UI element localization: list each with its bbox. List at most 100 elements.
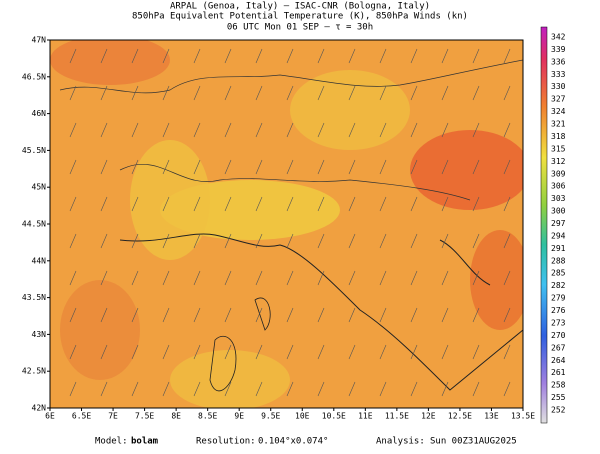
wind-barb <box>224 307 232 323</box>
lon-label: 7E <box>108 412 118 421</box>
lat-label: 42N <box>32 404 47 413</box>
wind-barb <box>131 48 139 64</box>
colorbar-label: 264 <box>551 356 566 365</box>
colorbar-label: 309 <box>551 169 566 178</box>
wind-barb <box>131 233 139 249</box>
wind-barb <box>255 159 263 175</box>
colorbar-label: 294 <box>551 231 566 240</box>
wind-barb <box>379 85 387 101</box>
colorbar-label: 279 <box>551 294 566 303</box>
wind-barb <box>379 381 387 397</box>
lon-label: 10E <box>295 412 310 421</box>
wind-barb <box>255 381 263 397</box>
wind-barb <box>348 270 356 286</box>
wind-barb <box>286 122 294 138</box>
lon-label: 9E <box>234 412 244 421</box>
wind-barb <box>410 85 418 101</box>
wind-barb <box>224 159 232 175</box>
wind-barb <box>100 381 108 397</box>
wind-barb <box>317 270 325 286</box>
lat-label: 47N <box>32 36 47 45</box>
wind-barb <box>193 344 201 360</box>
wind-barb <box>410 381 418 397</box>
wind-barb <box>410 344 418 360</box>
lat-label: 43.5N <box>22 293 46 302</box>
colorbar-label: 282 <box>551 281 566 290</box>
wind-barb <box>317 196 325 212</box>
wind-barb <box>224 270 232 286</box>
wind-barb <box>286 233 294 249</box>
wind-barb <box>317 344 325 360</box>
colorbar-label: 276 <box>551 306 566 315</box>
wind-barb <box>286 48 294 64</box>
wind-barb <box>472 344 480 360</box>
wind-barb <box>255 270 263 286</box>
wind-barb <box>193 233 201 249</box>
wind-barb <box>286 85 294 101</box>
wind-barb <box>255 196 263 212</box>
wind-barb <box>100 233 108 249</box>
lon-label: 12.5E <box>448 412 472 421</box>
wind-barb <box>348 159 356 175</box>
lon-label: 13E <box>484 412 499 421</box>
wind-barb <box>441 159 449 175</box>
wind-barb <box>162 122 170 138</box>
colorbar-label: 273 <box>551 318 566 327</box>
header-line: ARPAL (Genoa, Italy) – ISAC-CNR (Bologna… <box>170 2 430 12</box>
wind-barb <box>410 233 418 249</box>
wind-barb <box>503 48 511 64</box>
wind-barb <box>472 381 480 397</box>
wind-barb <box>441 85 449 101</box>
wind-barb <box>69 381 77 397</box>
footer-text: Model: <box>95 437 128 447</box>
wind-barb <box>100 344 108 360</box>
wind-barb <box>503 196 511 212</box>
wind-barb <box>348 196 356 212</box>
lon-label: 11E <box>358 412 373 421</box>
wind-barb <box>162 307 170 323</box>
wind-barb <box>193 270 201 286</box>
wind-barb <box>317 122 325 138</box>
wind-barb <box>255 85 263 101</box>
colorbar-label: 252 <box>551 406 566 415</box>
wind-barb <box>441 48 449 64</box>
colorbar-label: 321 <box>551 120 566 129</box>
wind-barb <box>69 159 77 175</box>
wind-barb <box>131 344 139 360</box>
wind-barb <box>193 307 201 323</box>
wind-barb <box>379 196 387 212</box>
wind-barb <box>286 344 294 360</box>
wind-barb <box>410 122 418 138</box>
wind-barb <box>503 381 511 397</box>
wind-barb <box>441 307 449 323</box>
footer: Model: bolam Resolution: 0.104°x0.074° A… <box>95 437 517 447</box>
wind-barb <box>286 159 294 175</box>
wind-barb <box>286 307 294 323</box>
colorbar-label: 330 <box>551 82 566 91</box>
colorbar-label: 258 <box>551 381 566 390</box>
wind-barb <box>255 233 263 249</box>
wind-barb <box>503 344 511 360</box>
wind-barb <box>162 233 170 249</box>
wind-barb <box>472 122 480 138</box>
colorbar-label: 324 <box>551 107 566 116</box>
colorbar-label: 288 <box>551 256 566 265</box>
colorbar-label: 270 <box>551 331 566 340</box>
wind-barb <box>472 270 480 286</box>
wind-barb <box>379 122 387 138</box>
lon-label: 11.5E <box>385 412 409 421</box>
colorbar-label: 261 <box>551 368 566 377</box>
colorbar-label: 315 <box>551 144 566 153</box>
footer-text: 0.104°x0.074° <box>258 437 328 447</box>
colorbar-label: 327 <box>551 95 566 104</box>
wind-barb <box>379 48 387 64</box>
wind-barb <box>162 381 170 397</box>
wind-barb <box>131 122 139 138</box>
wind-barb <box>348 48 356 64</box>
wind-barb <box>224 48 232 64</box>
colorbar-label: 312 <box>551 157 566 166</box>
footer-text: Analysis: <box>376 437 425 447</box>
colorbar-label: 318 <box>551 132 566 141</box>
colorbar-label: 333 <box>551 70 566 79</box>
colorbar-label: 342 <box>551 33 566 42</box>
